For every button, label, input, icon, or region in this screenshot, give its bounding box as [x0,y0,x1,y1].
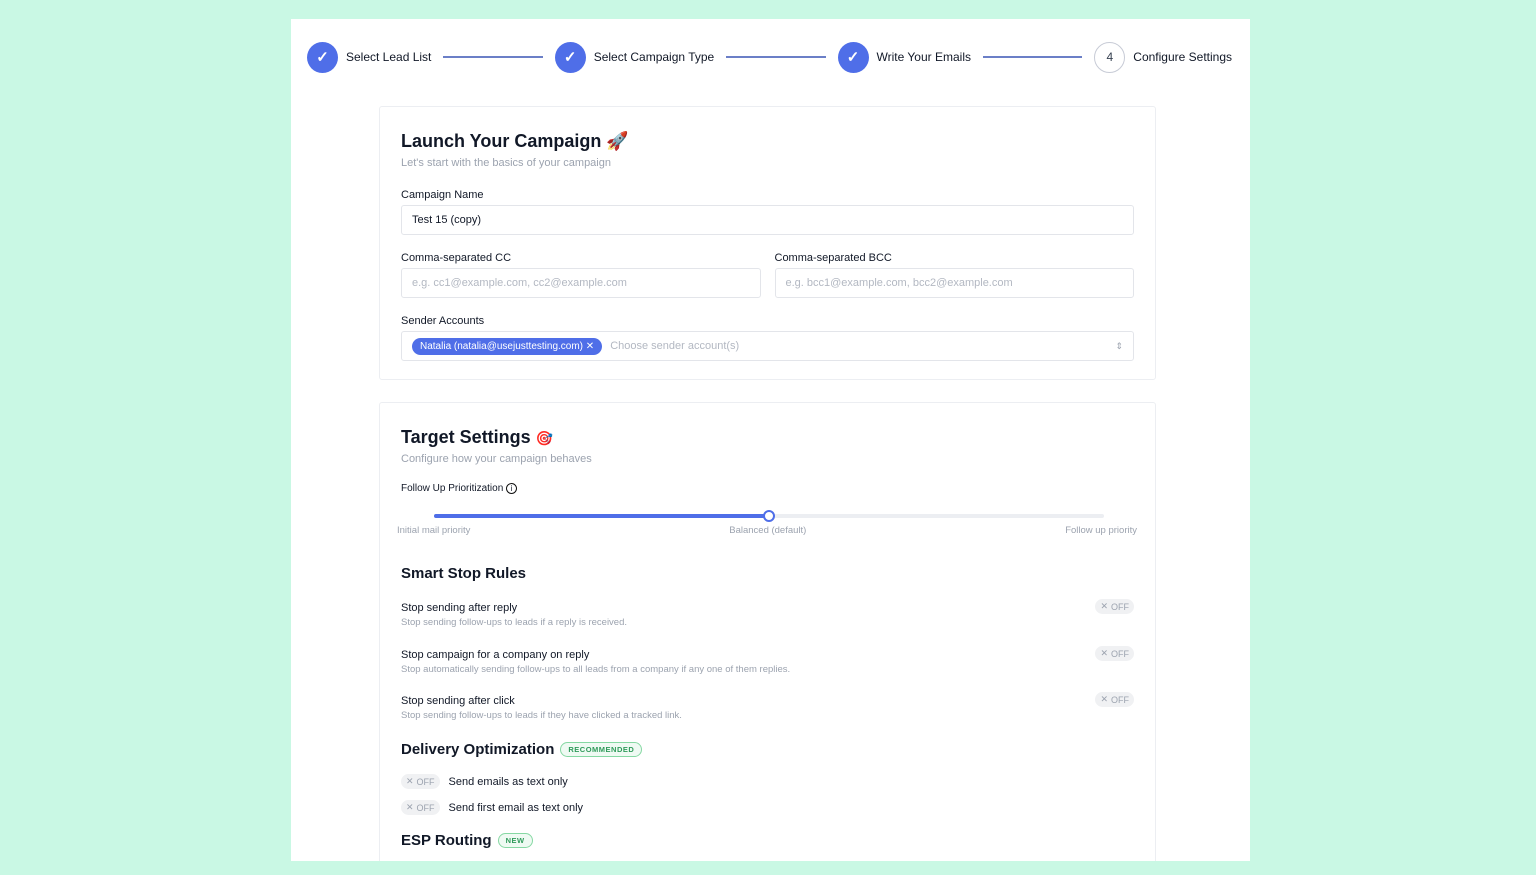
cc-label: Comma-separated CC [401,252,512,264]
slider-label-mid: Balanced (default) [729,525,807,536]
step-write-your-emails[interactable]: ✓ Write Your Emails [837,41,971,73]
check-icon: ✓ [837,41,869,73]
esp-title: ESP Routing [401,832,492,849]
smart-stop-title: Smart Stop Rules [401,565,527,582]
launch-card: Launch Your Campaign 🚀 Let's start with … [379,106,1156,380]
rule-title: Stop campaign for a company on reply [401,649,590,661]
followup-label: Follow Up Prioritization [401,483,504,494]
sender-select[interactable]: Natalia (natalia@usejusttesting.com) ✕ C… [401,331,1134,361]
target-card: Target Settings 🎯 Configure how your cam… [379,402,1156,861]
toggle-state: OFF [416,776,435,787]
rule-desc: Stop sending follow-ups to leads if they… [401,710,682,721]
check-icon: ✓ [554,41,586,73]
sender-placeholder: Choose sender account(s) [610,340,740,352]
bcc-input[interactable]: e.g. bcc1@example.com, bcc2@example.com [774,268,1134,298]
option-label: Send emails as text only [448,775,568,788]
cc-placeholder: e.g. cc1@example.com, cc2@example.com [412,277,627,289]
cc-input[interactable]: e.g. cc1@example.com, cc2@example.com [401,268,761,298]
check-icon: ✓ [307,41,338,73]
step-select-campaign-type[interactable]: ✓ Select Campaign Type [554,41,715,73]
delivery-title: Delivery Optimization [401,741,555,758]
rule-item: Stop sending after reply Stop sending fol… [401,599,1134,628]
main-panel: ✓ Select Lead List ✓ Select Campaign Type … [291,19,1250,861]
step-connector [443,56,543,58]
campaign-name-value: Test 15 (copy) [412,214,482,226]
rule-title: Stop sending after reply [401,602,518,614]
info-icon[interactable]: i [506,483,518,494]
rule-title: Stop sending after click [401,695,515,707]
step-configure-settings[interactable]: 4 Configure Settings [1094,41,1233,73]
toggle-text-only[interactable]: ✕ OFF [401,774,440,789]
target-subtitle: Configure how your campaign behaves [401,453,592,465]
bcc-label: Comma-separated BCC [774,252,892,264]
sender-chip: Natalia (natalia@usejusttesting.com) ✕ [412,337,603,355]
recommended-badge: RECOMMENDED [560,742,643,758]
campaign-name-input[interactable]: Test 15 (copy) [401,205,1134,235]
toggle-stop-after-click[interactable]: ✕ OFF [1095,692,1134,707]
rocket-icon: 🚀 [606,131,629,151]
toggle-stop-company[interactable]: ✕ OFF [1095,646,1134,661]
slider-fill [434,514,769,518]
sender-label: Sender Accounts [401,315,485,327]
step-connector [982,56,1083,58]
close-icon[interactable]: ✕ [585,340,595,352]
option-label: Send first email as text only [448,801,584,814]
slider-label-min: Initial mail priority [397,525,471,536]
step-label: Select Campaign Type [593,50,715,64]
step-select-lead-list[interactable]: ✓ Select Lead List [307,41,432,73]
toggle-state: OFF [1111,648,1129,659]
step-label: Write Your Emails [876,50,971,64]
toggle-state: OFF [1111,601,1129,612]
rule-desc: Stop sending follow-ups to leads if a re… [401,617,628,628]
target-title: Target Settings [401,427,531,447]
chevron-updown-icon: ⇕ [1115,340,1123,351]
followup-slider[interactable] [434,510,1104,522]
launch-title: Launch Your Campaign [401,131,602,151]
toggle-state: OFF [1111,694,1129,705]
rule-desc: Stop automatically sending follow-ups to… [401,664,791,675]
slider-label-max: Follow up priority [1065,525,1137,536]
step-connector [726,56,826,58]
step-number: 4 [1094,41,1126,73]
rule-item: Stop sending after click Stop sending fol… [401,692,1134,721]
step-label: Select Lead List [346,50,432,64]
step-label: Configure Settings [1133,50,1233,64]
launch-subtitle: Let's start with the basics of your camp… [401,157,611,169]
toggle-first-text-only[interactable]: ✕ OFF [401,800,440,815]
bcc-placeholder: e.g. bcc1@example.com, bcc2@example.com [785,277,1013,289]
slider-thumb[interactable] [763,510,775,522]
toggle-state: OFF [416,802,435,813]
rule-item: Stop campaign for a company on reply Stop… [401,646,1134,675]
toggle-stop-after-reply[interactable]: ✕ OFF [1095,599,1134,614]
new-badge: NEW [497,833,533,849]
sender-chip-label: Natalia (natalia@usejusttesting.com) [420,340,584,352]
stepper: ✓ Select Lead List ✓ Select Campaign Type … [307,41,1232,73]
target-icon: 🎯 [535,430,554,446]
campaign-name-label: Campaign Name [401,189,484,201]
